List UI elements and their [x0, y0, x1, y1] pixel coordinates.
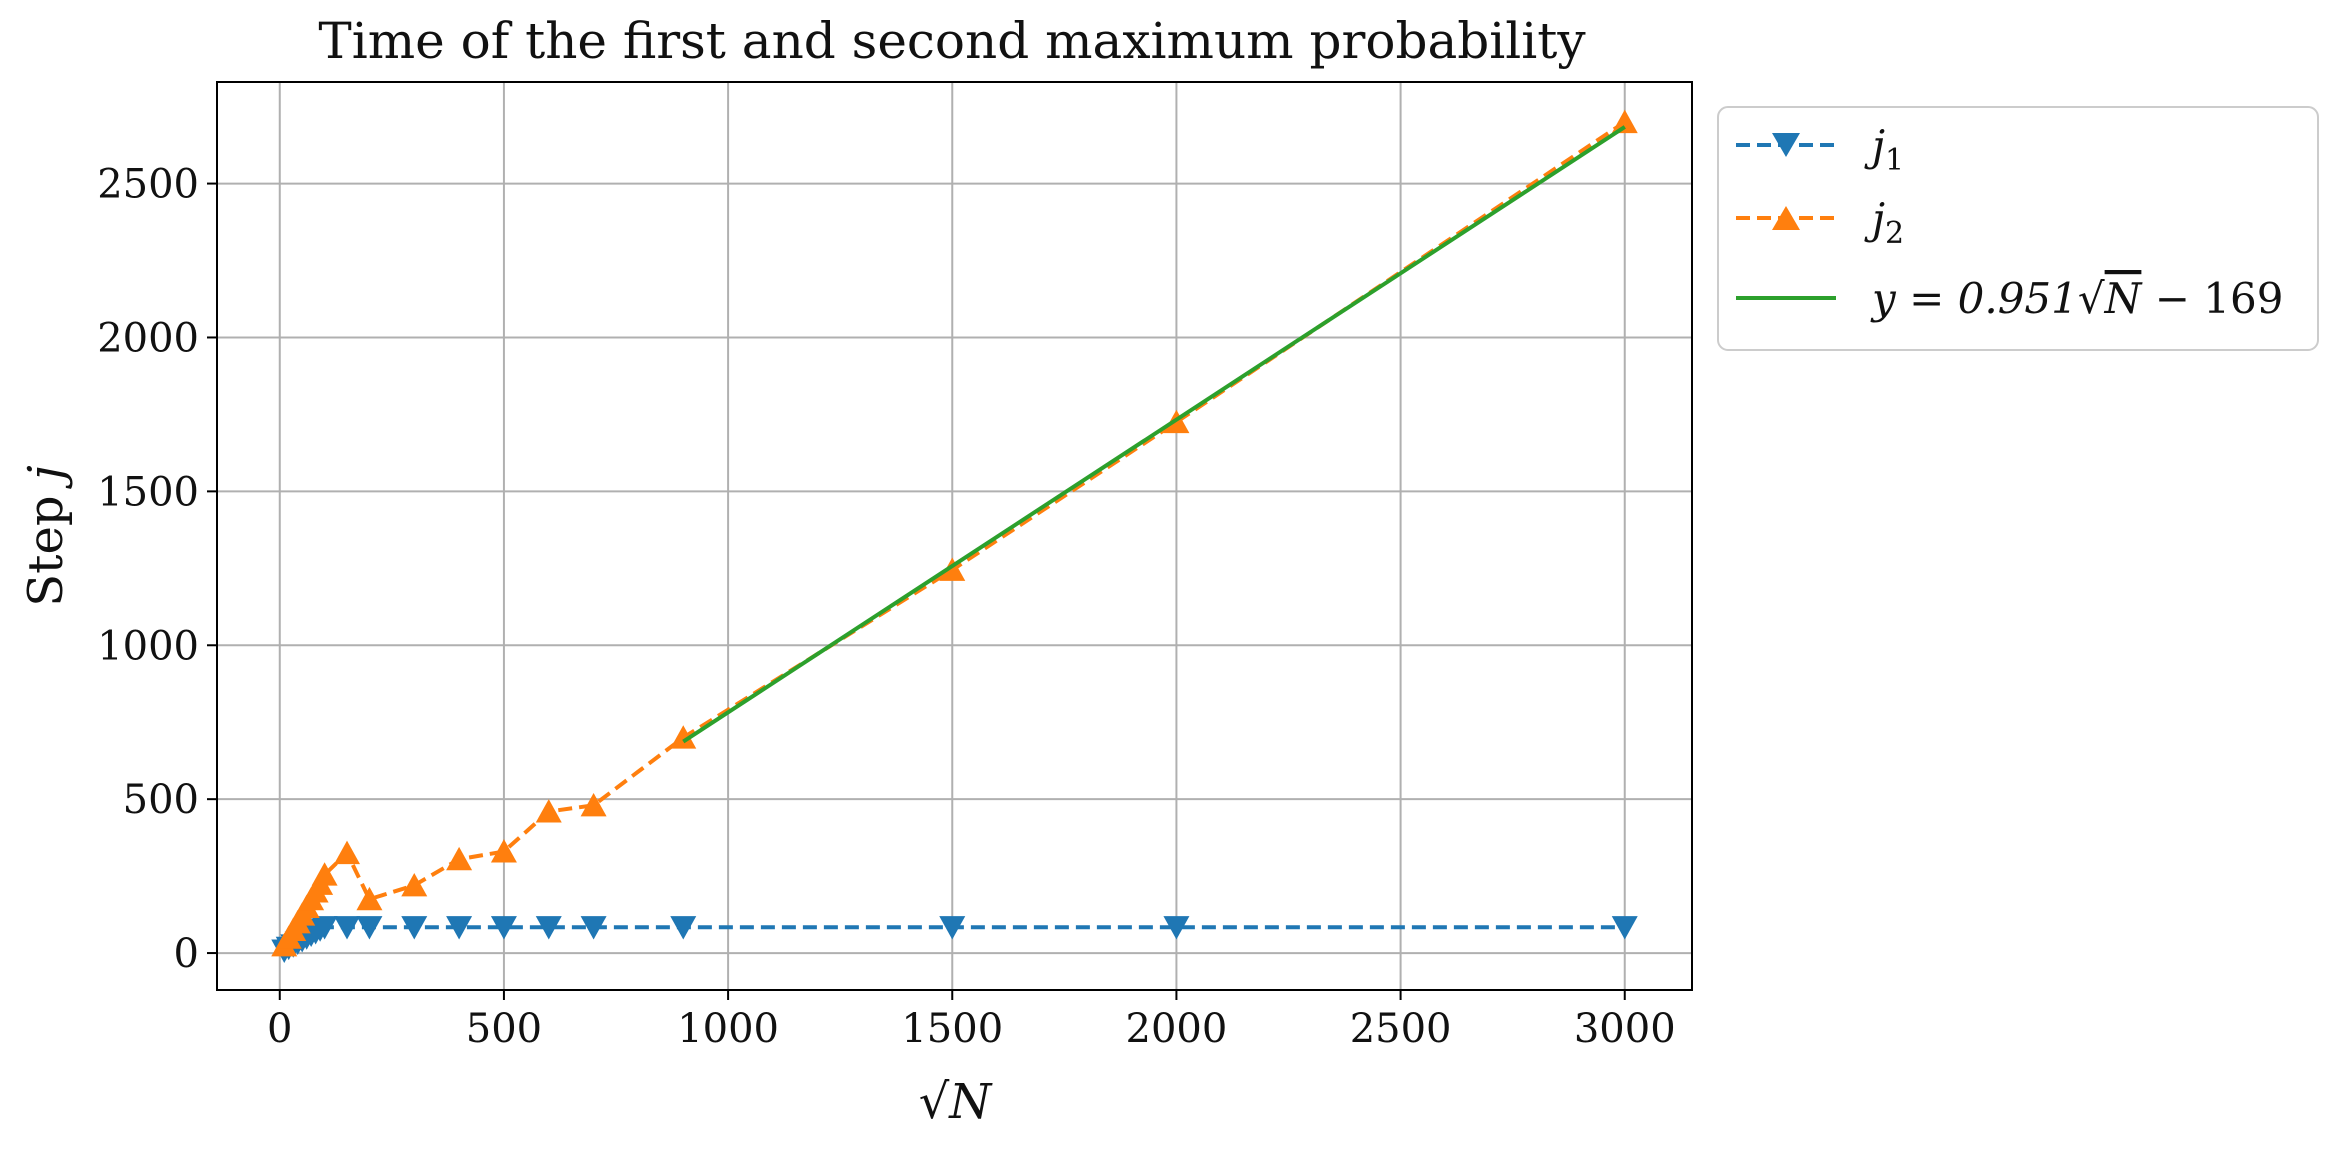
y-tick-label: 2500: [97, 162, 199, 208]
x-tick-label: 1000: [677, 1006, 779, 1052]
legend-fit-label: y = 0.951√N − 169: [1870, 274, 2283, 323]
data-point-j1: [535, 916, 562, 940]
data-point-j1: [1611, 916, 1638, 940]
y-tick-label: 0: [174, 931, 199, 977]
legend-fit-radical: √: [2078, 274, 2105, 323]
data-point-j1: [490, 916, 517, 940]
y-axis-title: Step j: [18, 465, 74, 607]
data-point-j1: [446, 916, 473, 940]
axis-ticks: 0 500 1000 1500 2000 2500 3000 0 500 1000 1500 2000…: [97, 162, 1675, 1052]
data-point-j1: [939, 916, 966, 940]
x-tick-label: 3000: [1574, 1006, 1676, 1052]
data-point-j1: [401, 916, 428, 940]
data-point-j2: [1611, 109, 1638, 134]
legend-fit-suffix: − 169: [2141, 274, 2283, 323]
data-point-j1: [334, 916, 361, 940]
legend: j1 j2 y = 0.951√N − 169: [1717, 106, 2319, 351]
data-point-j1: [580, 916, 607, 940]
x-axis-radical: √: [919, 1074, 950, 1130]
legend-j2-sub: 2: [1885, 216, 1904, 251]
data-point-j2: [939, 557, 966, 581]
series-line-fit: [682, 125, 1626, 744]
x-tick-label: 2500: [1350, 1006, 1452, 1052]
data-point-j1: [356, 916, 383, 940]
data-point-j2: [334, 840, 361, 865]
series-layer: [271, 109, 1638, 963]
x-tick-label: 500: [466, 1006, 542, 1052]
x-tick-label: 1500: [901, 1006, 1003, 1052]
plot-frame: [216, 81, 1693, 991]
y-tick-label: 2000: [97, 315, 199, 361]
data-point-j2: [670, 725, 697, 749]
data-point-j1: [670, 916, 697, 940]
legend-fit-radicand: N: [2104, 274, 2143, 323]
x-axis-title: √N: [919, 1074, 994, 1130]
y-tick-label: 1000: [97, 623, 199, 669]
data-point-j2: [446, 846, 473, 871]
data-point-j2: [356, 886, 383, 911]
data-point-j1: [311, 916, 338, 940]
legend-box: [1717, 106, 2319, 351]
chart-title: Time of the first and second maximum pro…: [318, 12, 1586, 70]
data-point-j2: [535, 799, 562, 823]
legend-j1-sub: 1: [1885, 143, 1904, 178]
series-line-j2: [282, 120, 1626, 947]
x-axis-radicand: N: [948, 1074, 993, 1130]
data-point-j2: [401, 872, 428, 897]
x-tick-label: 2000: [1126, 1006, 1228, 1052]
data-point-j1: [1163, 916, 1190, 940]
legend-j1-marker: [1772, 133, 1800, 157]
grid-lines: [217, 82, 1692, 990]
y-tick-label: 500: [123, 777, 199, 823]
data-point-j2: [580, 792, 607, 817]
x-tick-label: 0: [267, 1006, 292, 1052]
y-axis-title-text: Step: [18, 480, 74, 607]
legend-fit-prefix: y = 0.951: [1870, 274, 2078, 323]
legend-j2-marker: [1772, 206, 1800, 230]
data-point-j2: [311, 862, 338, 886]
y-tick-label: 1500: [97, 469, 199, 515]
data-point-j2: [490, 839, 517, 863]
